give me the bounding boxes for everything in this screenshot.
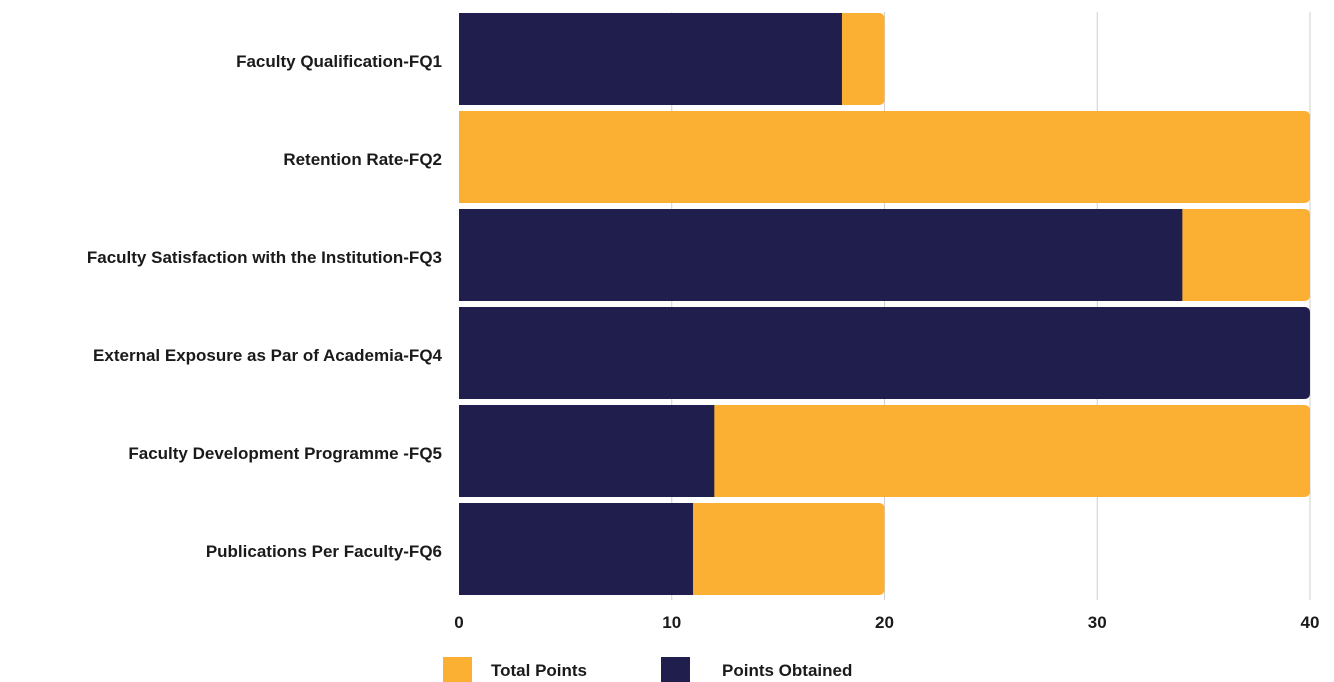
legend: Total Points Points Obtained [443,657,852,682]
grid-layer [671,12,1311,600]
x-tick-label-30: 30 [1088,613,1107,632]
category-labels: Faculty Qualification-FQ1 Retention Rate-… [87,52,443,561]
category-label-4: External Exposure as Par of Academia-FQ4 [93,346,442,365]
category-label-5: Faculty Development Programme -FQ5 [128,444,442,463]
x-tick-label-0: 0 [454,613,463,632]
x-axis-tick-labels: 0 10 20 30 40 [454,613,1319,632]
bar-points-obtained-4 [459,307,1310,399]
legend-label-total-points: Total Points [491,661,587,680]
x-tick-label-40: 40 [1301,613,1320,632]
bar-points-obtained-3 [459,209,1183,301]
category-label-6: Publications Per Faculty-FQ6 [206,542,442,561]
bar-points-obtained-1 [459,13,842,105]
bar-points-obtained-6 [459,503,694,595]
bar-points-obtained-5 [459,405,715,497]
legend-swatch-total-points [443,657,472,682]
legend-swatch-points-obtained [661,657,690,682]
category-label-2: Retention Rate-FQ2 [283,150,442,169]
bar-total-points-2 [459,111,1310,203]
x-tick-label-10: 10 [662,613,681,632]
bars-layer [459,13,1310,595]
category-label-3: Faculty Satisfaction with the Institutio… [87,248,442,267]
category-label-1: Faculty Qualification-FQ1 [236,52,442,71]
x-tick-label-20: 20 [875,613,894,632]
legend-label-points-obtained: Points Obtained [722,661,852,680]
